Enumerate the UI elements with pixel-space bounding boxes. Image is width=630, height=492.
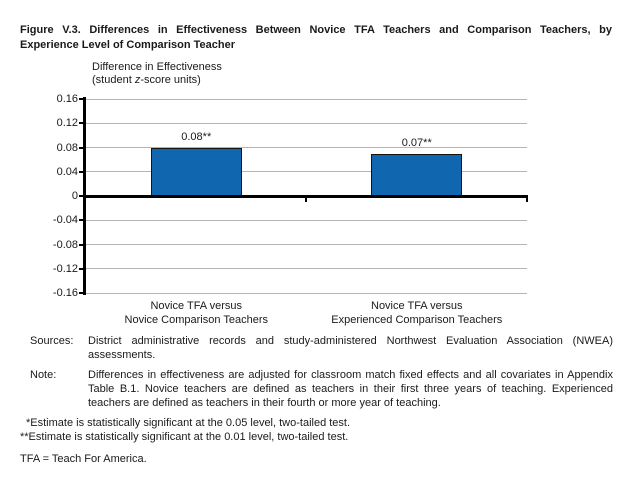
y-tick-mark: [79, 170, 83, 173]
y-tick-label: -0.04: [52, 214, 78, 227]
footnote-significance-05: *Estimate is statistically significant a…: [26, 417, 351, 429]
y-tick-label: -0.12: [52, 262, 78, 275]
x-category-line: Novice TFA versus: [150, 300, 242, 312]
gridline: [86, 268, 527, 270]
x-category-line: Novice Comparison Teachers: [124, 314, 268, 326]
abbreviation-note: TFA = Teach For America.: [20, 453, 147, 465]
y-tick-label: 0.04: [56, 165, 78, 178]
bar-value-label: 0.07**: [401, 136, 432, 149]
note-text: Differences in effectiveness are adjuste…: [88, 369, 613, 409]
gridline: [86, 244, 527, 245]
y-tick-mark: [79, 98, 83, 100]
plot-area: 0.08** 0.07**: [79, 97, 528, 295]
figure-title-line-2: Experience Level of Comparison Teacher: [20, 39, 235, 51]
y-axis-labels: 0.16 0.12 0.08 0.04 0 -0.04 -0.08 -0.12 -0.16: [18, 93, 78, 299]
gridline: [86, 122, 527, 124]
y-axis-title-line-2-prefix: (student: [92, 74, 135, 86]
gridline: [86, 98, 527, 100]
x-axis-line: [83, 194, 528, 198]
bar: [371, 153, 463, 196]
note-row: Note: Differences in effectiveness are a…: [30, 368, 613, 410]
y-tick-mark: [79, 219, 83, 222]
y-axis-title-line-1: Difference in Effectiveness: [92, 61, 222, 73]
y-tick-mark: [79, 195, 83, 197]
sources-text: District administrative records and stud…: [88, 335, 613, 361]
y-tick-label: -0.16: [52, 287, 78, 299]
gridline: [86, 171, 527, 173]
y-tick-label: 0.16: [56, 93, 78, 105]
sources-row: Sources: District administrative records…: [30, 334, 613, 362]
y-tick-label: 0: [71, 190, 78, 202]
y-axis-title-line-2-suffix: -score units): [140, 74, 201, 86]
y-axis-title-line-2-italic: z: [134, 74, 141, 86]
x-category-line: Experienced Comparison Teachers: [331, 314, 503, 326]
x-category-label: Novice TFA versus Experienced Comparison …: [331, 299, 502, 327]
x-axis-labels: Novice TFA versus Novice Comparison Teach…: [86, 299, 527, 331]
note-label: Note:: [30, 369, 57, 381]
bar-value-label: 0.08**: [181, 130, 212, 143]
x-category-label: Novice TFA versus Novice Comparison Teach…: [125, 299, 268, 327]
gridline: [86, 147, 527, 148]
gridline: [86, 292, 527, 294]
y-axis-title: Difference in Effectiveness (student z-s…: [92, 61, 222, 87]
y-tick-label: -0.08: [52, 238, 78, 251]
figure-title-line-1: Figure V.3. Differences in Effectiveness…: [20, 24, 612, 36]
figure-title: Figure V.3. Differences in Effectiveness…: [20, 23, 612, 53]
y-tick-label: 0.08: [56, 141, 78, 154]
y-tick-mark: [79, 122, 83, 125]
sources-label: Sources:: [30, 335, 74, 347]
x-category-line: Novice TFA versus: [371, 300, 463, 312]
footnote-significance-01: **Estimate is statistically significant …: [20, 431, 349, 443]
x-axis-tick: [305, 197, 307, 202]
gridline: [86, 219, 527, 221]
y-tick-mark: [79, 292, 83, 294]
y-tick-mark: [79, 243, 83, 246]
y-tick-label: 0.12: [56, 117, 78, 130]
y-tick-mark: [79, 146, 83, 149]
y-tick-mark: [79, 267, 83, 270]
y-axis-title-line-2: (student z-score units): [92, 74, 222, 87]
x-axis-tick: [525, 197, 528, 202]
bar: [150, 147, 242, 196]
